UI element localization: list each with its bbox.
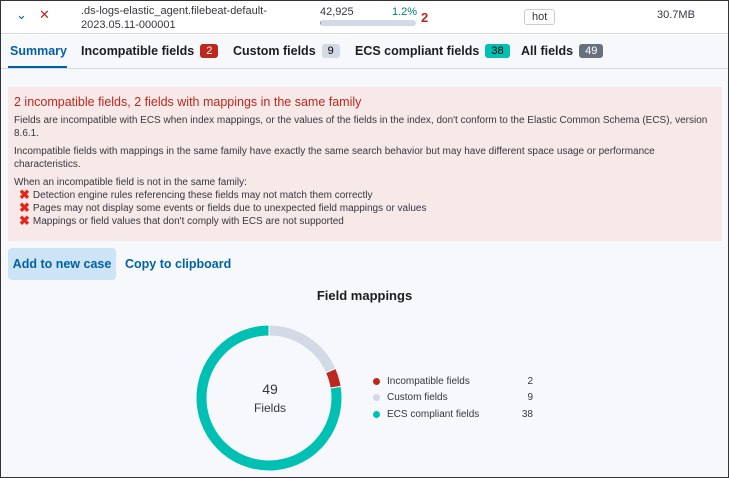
count-badge: 9 (321, 44, 340, 58)
cross-icon: ✖ (19, 187, 30, 202)
legend-item-ecs: ECS compliant fields 38 (373, 409, 533, 420)
count-badge: 49 (579, 44, 604, 58)
legend-value: 2 (527, 376, 533, 387)
count-badge: 2 (200, 44, 219, 58)
tab-label: ECS compliant fields (355, 44, 480, 58)
index-row: ⌄ ✕ .ds-logs-elastic_agent.filebeat-defa… (1, 1, 728, 34)
list-item: ✖ Pages may not display some events or fi… (14, 200, 716, 215)
cross-icon: ✖ (19, 200, 30, 215)
donut-slice-ecs-compliant-fields (195, 324, 343, 472)
tabs: Summary Incompatible fields 2 Custom fiel… (1, 35, 728, 69)
list-item-text: Mappings or field values that don't comp… (32, 216, 344, 227)
donut-slice-incompatible-fields (325, 367, 342, 389)
count-badge: 38 (485, 44, 510, 58)
copy-to-clipboard-button[interactable]: Copy to clipboard (125, 257, 232, 271)
callout-text: Incompatible fields with mappings in the… (14, 146, 655, 170)
legend-value: 9 (527, 392, 533, 403)
donut-chart (195, 324, 343, 472)
ilm-phase-badge: hot (524, 9, 556, 25)
progress-bar (320, 20, 416, 26)
donut-slice-custom-fields (268, 324, 337, 374)
active-tab-underline (8, 66, 67, 68)
list-item: ✖ Detection engine rules referencing thes… (14, 187, 716, 202)
incompatible-callout: 2 incompatible fields, 2 fields with map… (8, 87, 722, 241)
tab-custom-fields[interactable]: Custom fields 9 (233, 44, 340, 58)
tab-all-fields[interactable]: All fields 49 (521, 44, 604, 58)
cross-icon: ✖ (19, 213, 30, 228)
list-item: ✖ Mappings or field values that don't com… (14, 213, 716, 228)
donut-total: 49 (262, 381, 278, 397)
tab-label: Incompatible fields (81, 44, 195, 58)
tab-label: Summary (10, 44, 67, 58)
main-panel: Summary Incompatible fields 2 Custom fiel… (1, 35, 728, 477)
close-icon: ✕ (39, 7, 50, 22)
tab-summary[interactable]: Summary (10, 44, 67, 58)
legend-dot (373, 378, 380, 385)
index-size: 30.7MB (657, 9, 695, 21)
incompatible-pct: 1.2% (392, 6, 418, 18)
tab-label: Custom fields (233, 44, 316, 58)
list-item-text: Pages may not display some events or fie… (32, 203, 427, 214)
callout-text: Fields are incompatible with ECS when in… (14, 115, 708, 139)
tab-label: All fields (521, 44, 574, 58)
legend-dot (373, 394, 380, 401)
list-item-text: Detection engine rules referencing these… (32, 190, 373, 201)
tab-incompatible-fields[interactable]: Incompatible fields 2 (81, 44, 219, 58)
tab-ecs-compliant-fields[interactable]: ECS compliant fields 38 (355, 44, 510, 58)
legend-label: Incompatible fields (387, 376, 470, 387)
legend-dot (373, 411, 380, 418)
incompatible-count: 2 (421, 10, 429, 25)
index-name: .ds-logs-elastic_agent.filebeat-default-… (81, 5, 267, 31)
legend-label: Custom fields (387, 392, 448, 403)
callout-title: 2 incompatible fields, 2 fields with map… (14, 95, 362, 109)
progress-fill (320, 20, 322, 26)
legend-item-incompatible: Incompatible fields 2 (373, 376, 533, 387)
legend-value: 38 (521, 409, 533, 420)
add-to-new-case-button[interactable]: Add to new case (8, 248, 116, 280)
chart-title: Field mappings (316, 288, 413, 303)
legend-label: ECS compliant fields (387, 409, 480, 420)
donut-label: Fields (253, 401, 286, 415)
legend-item-custom: Custom fields 9 (373, 392, 533, 403)
chevron-down-icon[interactable]: ⌄ (16, 7, 27, 22)
docs-count: 42,925 (320, 6, 354, 18)
callout-text: When an incompatible field is not in the… (14, 177, 247, 188)
